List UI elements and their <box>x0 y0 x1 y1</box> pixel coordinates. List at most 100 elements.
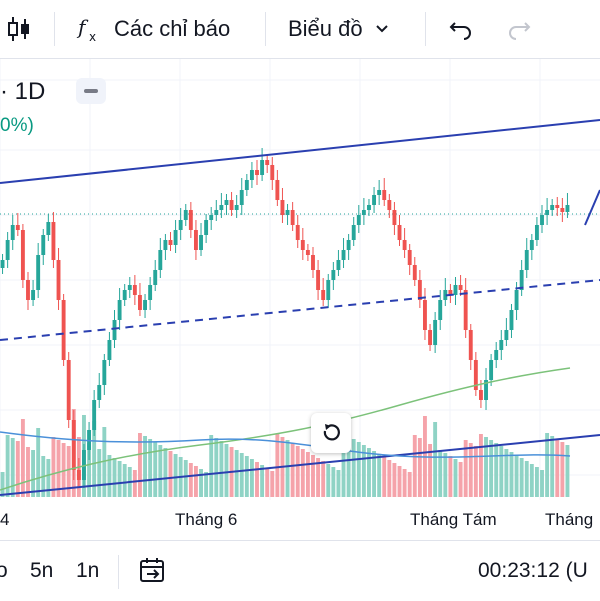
candles-icon[interactable] <box>6 0 36 58</box>
volume-bar <box>153 442 158 497</box>
candle-body <box>168 240 173 245</box>
volume-bar <box>102 427 107 497</box>
candle-body <box>71 420 76 470</box>
candle-body <box>46 222 51 235</box>
candle-body <box>163 240 168 250</box>
volume-bar <box>188 463 193 497</box>
svg-text:f: f <box>76 15 89 39</box>
candle-body <box>331 270 336 280</box>
time-axis-label: Tháng <box>545 510 594 529</box>
candle-body <box>102 360 107 385</box>
volume-bar <box>367 448 371 497</box>
candle-body <box>356 215 361 225</box>
candle-body <box>458 285 463 290</box>
bottom-toolbar: o 5n 1n 00:23:12 (U <box>0 540 600 601</box>
candle-body <box>275 180 280 200</box>
channel-middle-line <box>0 279 600 341</box>
candle-body <box>280 200 285 215</box>
volume-bar <box>428 444 432 497</box>
clock-readout[interactable]: 00:23:12 (U <box>478 559 588 582</box>
volume-bar <box>239 453 244 497</box>
volume-bar <box>529 464 534 497</box>
candle-body <box>428 330 432 345</box>
moving-average-line <box>0 367 571 491</box>
candle-body <box>519 270 524 290</box>
candle-body <box>468 330 473 360</box>
candle-body <box>234 205 239 210</box>
candle-body <box>494 350 499 360</box>
volume-bar <box>112 458 117 497</box>
range-1d-button[interactable]: 1n <box>76 559 100 582</box>
candle-body <box>76 470 81 480</box>
candle-body <box>31 290 36 300</box>
candle-body <box>423 300 427 330</box>
candle-body <box>260 160 265 175</box>
candle-body <box>61 300 66 360</box>
volume-bar <box>132 470 137 497</box>
candle-body <box>326 280 331 300</box>
candle-body <box>56 260 61 300</box>
collapse-legend-button[interactable] <box>76 78 106 104</box>
reset-icon[interactable] <box>311 413 351 453</box>
candle-body <box>412 265 417 280</box>
volume-bar <box>275 434 280 497</box>
volume-bar <box>224 444 229 497</box>
candle-body <box>504 330 509 340</box>
candle-body <box>377 190 382 195</box>
candle-body <box>524 250 529 270</box>
indicators-button[interactable]: Các chỉ báo <box>114 16 231 41</box>
range-5d-button[interactable]: 5n <box>30 559 54 582</box>
volume-bar <box>555 439 560 497</box>
candle-body <box>148 285 153 300</box>
volume-bar <box>265 468 270 497</box>
price-change-percent: 0%) <box>0 115 34 136</box>
volume-bar <box>509 452 514 497</box>
redo-icon[interactable] <box>506 0 532 58</box>
candle-body <box>143 300 147 310</box>
range-button[interactable]: o <box>0 559 8 582</box>
volume-bar <box>550 436 555 497</box>
candle-body <box>5 240 10 260</box>
volume-bar <box>402 469 407 497</box>
time-axis-label: Tháng Tám <box>410 510 497 529</box>
candle-body <box>138 295 142 310</box>
calendar-arrow-icon[interactable] <box>138 541 168 601</box>
undo-icon[interactable] <box>448 0 474 58</box>
volume-bar <box>397 466 402 497</box>
chart-type-button[interactable]: Biểu đồ <box>288 0 389 58</box>
candle-body <box>229 200 234 210</box>
candle-body <box>26 280 30 300</box>
volume-bar <box>433 422 438 497</box>
price-chart[interactable] <box>0 59 600 500</box>
volume-bar <box>351 439 356 497</box>
volume-bar <box>311 455 315 497</box>
volume-bar <box>473 446 478 497</box>
chart-pane[interactable] <box>0 59 600 539</box>
chevron-down-icon <box>375 24 389 34</box>
volume-bar <box>219 441 224 497</box>
svg-text:x: x <box>89 30 96 44</box>
volume-bar <box>565 445 570 497</box>
volume-bar <box>249 459 254 497</box>
candle-body <box>51 222 56 260</box>
volume-bar <box>285 440 290 497</box>
volume-bar <box>5 435 10 497</box>
candle-body <box>534 225 539 240</box>
time-axis[interactable]: 4 Tháng 6 Tháng Tám Tháng <box>0 500 600 540</box>
candle-body <box>392 210 397 225</box>
candle-body <box>10 225 15 240</box>
candle-body <box>36 255 41 290</box>
candle-body <box>107 340 112 360</box>
candle-body <box>555 205 560 208</box>
time-axis-label: 4 <box>0 510 10 529</box>
candle-body <box>478 390 483 400</box>
volume-bar <box>255 462 259 497</box>
volume-bar <box>377 454 382 497</box>
fx-icon[interactable]: f x <box>76 0 102 58</box>
candle-body <box>183 210 188 220</box>
candle-body <box>97 385 102 400</box>
volume-bar <box>97 449 102 497</box>
volume-bar <box>438 450 443 497</box>
candle-body <box>209 215 214 220</box>
volume-bar <box>372 451 377 497</box>
